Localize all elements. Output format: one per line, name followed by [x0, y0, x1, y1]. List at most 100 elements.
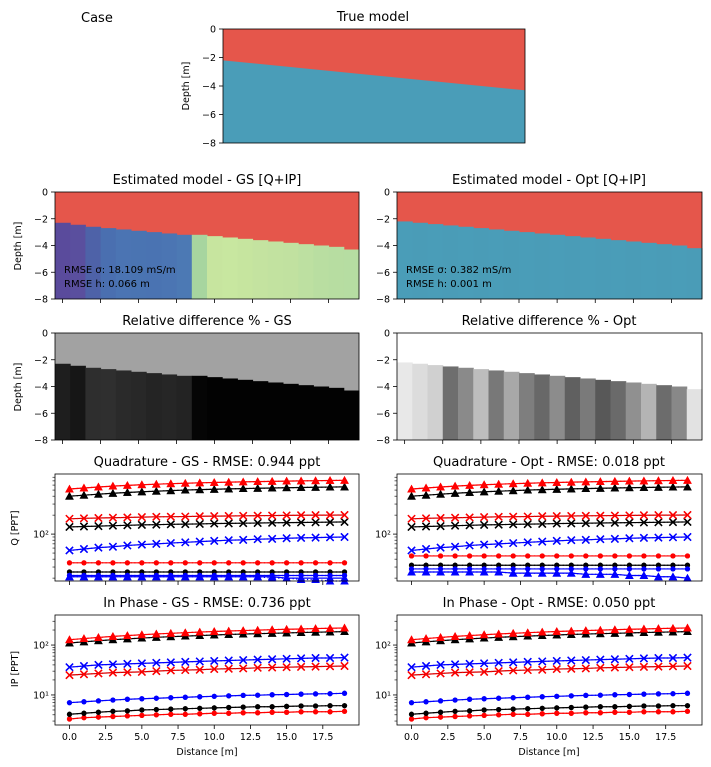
ip_opt-marker-x	[523, 665, 532, 675]
quad_opt-marker-dot	[437, 562, 444, 568]
ip_gs-marker-x	[79, 670, 89, 679]
quad_gs-marker-triangle	[311, 476, 320, 485]
ip_gs-marker-dot	[168, 711, 174, 717]
quad_gs-marker-x	[239, 519, 248, 528]
quad_opt-marker-x	[465, 541, 474, 550]
ip_gs-marker-x	[325, 653, 335, 663]
ip_opt-marker-x	[625, 663, 634, 672]
quad_gs-marker-dot	[255, 560, 261, 566]
ip_opt-xtick-label: 0.0	[404, 732, 419, 743]
est_opt-lower-layer-cell	[442, 225, 459, 299]
quad_opt-frame	[396, 473, 703, 582]
ip_opt-marker-dot	[510, 711, 516, 717]
quad_opt-marker-triangle	[639, 483, 649, 491]
quad_opt-marker-dot	[597, 566, 603, 572]
ip_gs-marker-dot	[95, 709, 102, 715]
ip_gs-ytick-label: 10²	[33, 641, 49, 652]
quad_gs-marker-x	[108, 513, 117, 522]
quad_gs-marker-x	[94, 543, 103, 552]
quad_opt-marker-x	[654, 518, 663, 527]
est_gs-lower-layer-cell	[100, 228, 117, 299]
ip_gs-marker-triangle	[166, 628, 176, 637]
true_model-ytick-label: 0	[210, 25, 216, 36]
quad_opt-marker-x	[581, 511, 590, 520]
ip_opt-marker-x	[610, 655, 619, 664]
quad_opt-marker-x	[480, 520, 489, 529]
ip_opt-marker-dot	[539, 711, 545, 717]
quad_opt-marker-triangle	[654, 476, 663, 485]
ip_opt-marker-x	[407, 663, 416, 672]
quad_opt-marker-dot	[670, 562, 676, 568]
ip_opt-marker-x	[465, 668, 474, 677]
ip-gs-xlabel: Distance [m]	[176, 747, 237, 758]
ip_gs-marker-x	[224, 664, 233, 673]
reldiff_gs-lower-layer-cell	[55, 363, 71, 440]
ip_opt-marker-dot	[554, 710, 560, 716]
ip_opt-marker-x	[654, 662, 663, 671]
quad_opt-marker-triangle	[465, 481, 474, 489]
quad_opt-marker-triangle	[668, 572, 678, 581]
quad_opt-marker-triangle	[610, 483, 620, 492]
quad_gs-marker-x	[137, 513, 146, 522]
ip_gs-marker-dot	[269, 704, 275, 710]
quad_opt-marker-dot	[684, 562, 691, 568]
reldiff_gs-lower-layer-cell	[85, 367, 102, 440]
est_gs-ytick-label: −6	[34, 268, 48, 279]
est_gs-lower-layer-cell	[115, 229, 132, 299]
quad_gs-marker-x	[181, 512, 190, 521]
ip_gs-marker-dot	[226, 704, 232, 711]
ip_opt-marker-triangle	[668, 623, 678, 632]
ip_gs-marker-triangle	[79, 634, 89, 642]
reldiff_opt-lower-layer-cell	[458, 367, 474, 440]
quad_gs-marker-triangle	[267, 483, 277, 492]
reldiff_opt-lower-layer-cell	[686, 389, 703, 440]
quad_opt-marker-dot	[554, 553, 560, 559]
quad_opt-marker-x	[625, 518, 634, 527]
quad_opt-marker-triangle	[523, 478, 533, 487]
est_opt-lower-layer-cell	[580, 237, 596, 299]
quad_gs-marker-triangle	[238, 572, 248, 581]
quad_gs-marker-triangle	[94, 482, 103, 491]
ip_gs-xtick-label: 0.0	[62, 732, 77, 743]
quad_gs-marker-x	[195, 537, 204, 546]
quad_opt-marker-triangle	[508, 568, 518, 577]
ip_opt-marker-dot	[496, 695, 502, 701]
quad_gs-series-line	[69, 521, 345, 528]
est_opt-lower-layer-cell	[625, 241, 642, 299]
est_opt-lower-layer-cell	[397, 221, 413, 299]
ip_opt-marker-x	[625, 654, 634, 663]
ip_gs-marker-x	[297, 662, 306, 671]
ip_opt-marker-dot	[539, 705, 545, 711]
quad_gs-marker-dot	[139, 560, 145, 566]
quad_gs-marker-x	[311, 518, 320, 527]
est_gs-lower-layer-cell	[313, 245, 330, 299]
quad_opt-marker-x	[436, 521, 445, 531]
quad_gs-marker-dot	[110, 560, 116, 566]
quad_opt-marker-dot	[510, 553, 516, 559]
est_gs-lower-layer-cell	[283, 242, 299, 299]
ip_gs-marker-dot	[139, 712, 145, 718]
ip_gs-marker-dot	[197, 711, 203, 717]
ip_opt-marker-triangle	[683, 623, 692, 632]
ip_gs-marker-x	[253, 663, 262, 672]
ip_opt-marker-dot	[467, 708, 473, 714]
quad_opt-marker-x	[480, 513, 489, 522]
ip_gs-marker-x	[253, 655, 262, 664]
ip_opt-marker-dot	[554, 693, 560, 699]
reldiff-gs-ylabel: Depth [m]	[13, 363, 24, 412]
quad_gs-marker-triangle	[311, 482, 320, 491]
quad_gs-marker-triangle	[79, 483, 89, 492]
ip_opt-marker-dot	[684, 708, 691, 714]
quad_gs-marker-triangle	[238, 484, 248, 493]
ip-gs-title: In Phase - GS - RMSE: 0.736 ppt	[103, 596, 310, 611]
quad_opt-marker-x	[523, 538, 532, 547]
reldiff_opt-lower-layer-cell	[610, 381, 627, 440]
est_gs-lower-layer-cell	[207, 236, 223, 299]
quad_gs-marker-dot	[168, 560, 174, 566]
ip_opt-marker-x	[421, 670, 431, 679]
ip_opt-marker-x	[407, 670, 416, 680]
quad_opt-marker-triangle	[436, 489, 445, 498]
ip_opt-marker-dot	[408, 700, 415, 706]
quad_opt-marker-triangle	[552, 484, 562, 493]
quad_gs-marker-triangle	[340, 475, 349, 484]
